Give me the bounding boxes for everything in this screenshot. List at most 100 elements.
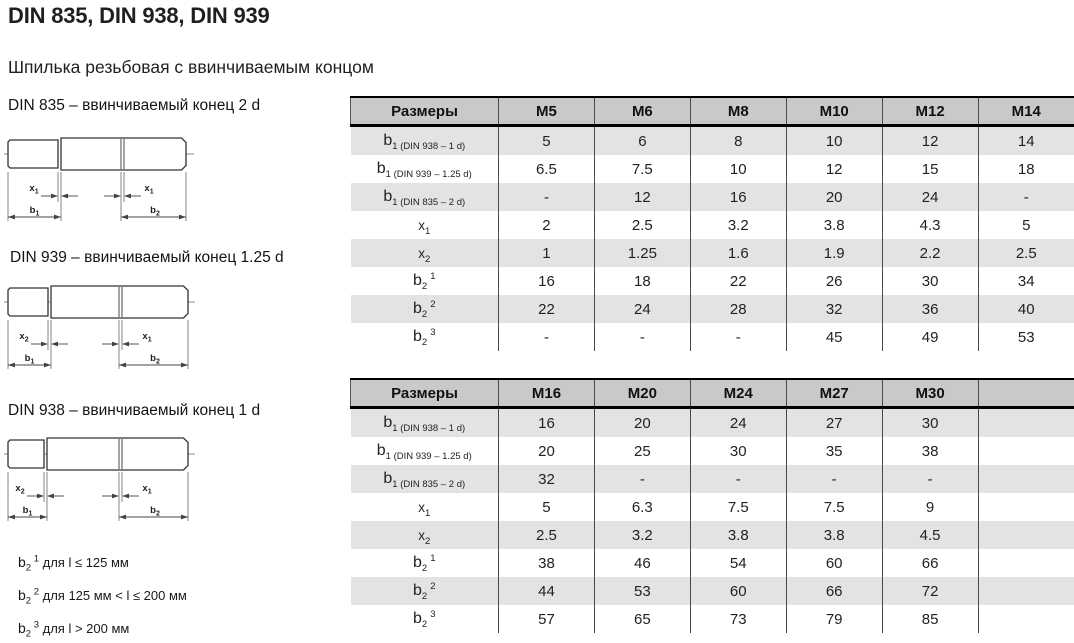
svg-text:b1: b1 [25,353,35,365]
footnote-b2-2: b2 2 для 125 мм < l ≤ 200 мм [18,586,187,607]
value-cell: 24 [882,183,979,211]
value-cell: 30 [882,407,979,437]
value-cell: 6.3 [594,493,691,521]
value-cell: 5 [498,125,595,155]
value-cell: 2.5 [498,521,595,549]
value-cell: 73 [690,605,787,633]
value-cell: 32 [786,295,883,323]
footnote-b2-1: b2 1 для l ≤ 125 мм [18,553,129,574]
row-label: x2 [350,521,499,549]
value-cell [978,521,1074,549]
table-row: b2 3 57 65 73 79 85 [350,605,1074,633]
value-cell: 57 [498,605,595,633]
value-cell [978,577,1074,605]
svg-text:b1: b1 [23,505,33,517]
value-cell: - [498,323,595,351]
value-cell: 2.5 [594,211,691,239]
value-cell: 45 [786,323,883,351]
value-cell: 7.5 [786,493,883,521]
value-cell: 16 [498,407,595,437]
row-label: b1 (DIN 835 – 2 d) [350,183,499,211]
table-row: b1 (DIN 939 – 1.25 d) 6.5 7.5 10 12 15 18 [350,155,1074,183]
value-cell: 3.8 [690,521,787,549]
size-column-header: Размеры [350,378,499,409]
value-cell: 24 [594,295,691,323]
value-cell [978,605,1074,633]
value-cell: 44 [498,577,595,605]
value-cell: - [1023,188,1029,206]
stud-drawing-din939: x2 x1 b1 b2 [4,272,204,372]
table-row: b2 3- - -45 49 53 [350,323,1074,351]
footnote-text: для l > 200 мм [42,621,130,636]
value-cell: 6.5 [498,155,595,183]
value-cell: 40 [1017,300,1035,318]
value-cell: 14 [1017,132,1035,150]
table-row: b2 2 22 24 28 32 36 40 [350,295,1074,323]
value-cell: 18 [1017,160,1035,178]
value-cell: 49 [882,323,979,351]
stud-drawing-din835: x1 x1 b1 b2 [4,124,204,224]
table-row: x1 2 2.5 3.2 3.8 4.3 5 [350,211,1074,239]
thread-size-header: M16 [498,378,595,409]
table-row: x1 5 6.3 7.5 7.5 9 [350,493,1074,521]
value-cell: 22 [690,267,787,295]
value-cell: 5 [1022,216,1031,234]
value-cell [978,408,1074,438]
value-cell [978,465,1074,493]
value-cell: 15 [882,155,979,183]
value-cell: - [690,465,787,493]
value-cell: 60 [786,549,883,577]
value-cell: 20 [498,437,595,465]
svg-text:x1: x1 [144,183,153,195]
page-title: DIN 835, DIN 938, DIN 939 [8,3,270,28]
value-cell: 27 [786,407,883,437]
table-row: b1 (DIN 835 – 2 d) 32- - - - [350,465,1074,493]
value-cell: 65 [594,605,691,633]
value-cell: 46 [594,549,691,577]
row-label: b1 (DIN 939 – 1.25 d) [350,437,499,465]
row-label: b1 (DIN 938 – 1 d) [350,125,499,155]
value-cell: 2.5 [1015,244,1037,262]
thread-size-header: M30 [882,378,979,409]
value-cell: 6 [594,125,691,155]
value-cell: 3.2 [594,521,691,549]
value-cell: 20 [786,183,883,211]
table-row: b1 (DIN 835 – 2 d) -12 16 20 24- [350,183,1074,211]
page-subtitle: Шпилька резьбовая с ввинчиваемым концом [8,57,374,77]
value-cell: 38 [882,437,979,465]
row-label: b1 (DIN 835 – 2 d) [350,465,499,493]
thread-size-header: M12 [882,96,979,127]
value-cell: 54 [690,549,787,577]
value-cell: 8 [690,125,787,155]
value-cell: 30 [882,267,979,295]
value-cell: 7.5 [690,493,787,521]
value-cell: 2.2 [882,239,979,267]
value-cell: 66 [786,577,883,605]
stud-drawing-din938: x2 x1 b1 b2 [4,424,204,524]
table-row: x2 1 1.25 1.6 1.9 2.2 2.5 [350,239,1074,267]
value-cell: - [786,465,883,493]
row-label: x1 [350,493,499,521]
table-row: b1 (DIN 938 – 1 d) 16 20 24 27 30 [350,407,1074,438]
table-row: b1 (DIN 939 – 1.25 d) 20 25 30 35 38 [350,437,1074,465]
value-cell: - [882,465,979,493]
thread-size-header [978,378,1074,409]
svg-text:x1: x1 [29,183,38,195]
row-label: b1 (DIN 939 – 1.25 d) [350,155,499,183]
value-cell: 1.9 [786,239,883,267]
value-cell: 12 [882,125,979,155]
header-row: Размеры M5 M6 M8 M10 M12 M14 [350,96,1074,127]
row-label: b2 2 [350,295,499,323]
value-cell: 1.25 [594,239,691,267]
value-cell: - [594,323,691,351]
value-cell [978,437,1074,465]
value-cell: 60 [690,577,787,605]
value-cell: 38 [498,549,595,577]
footnote-text: для l ≤ 125 мм [42,555,129,570]
table-row: b2 2 44 53 60 66 72 [350,577,1074,605]
value-cell: 26 [786,267,883,295]
value-cell: 20 [594,407,691,437]
footnote-b2-3: b2 3 для l > 200 мм [18,619,130,640]
value-cell: 7.5 [594,155,691,183]
